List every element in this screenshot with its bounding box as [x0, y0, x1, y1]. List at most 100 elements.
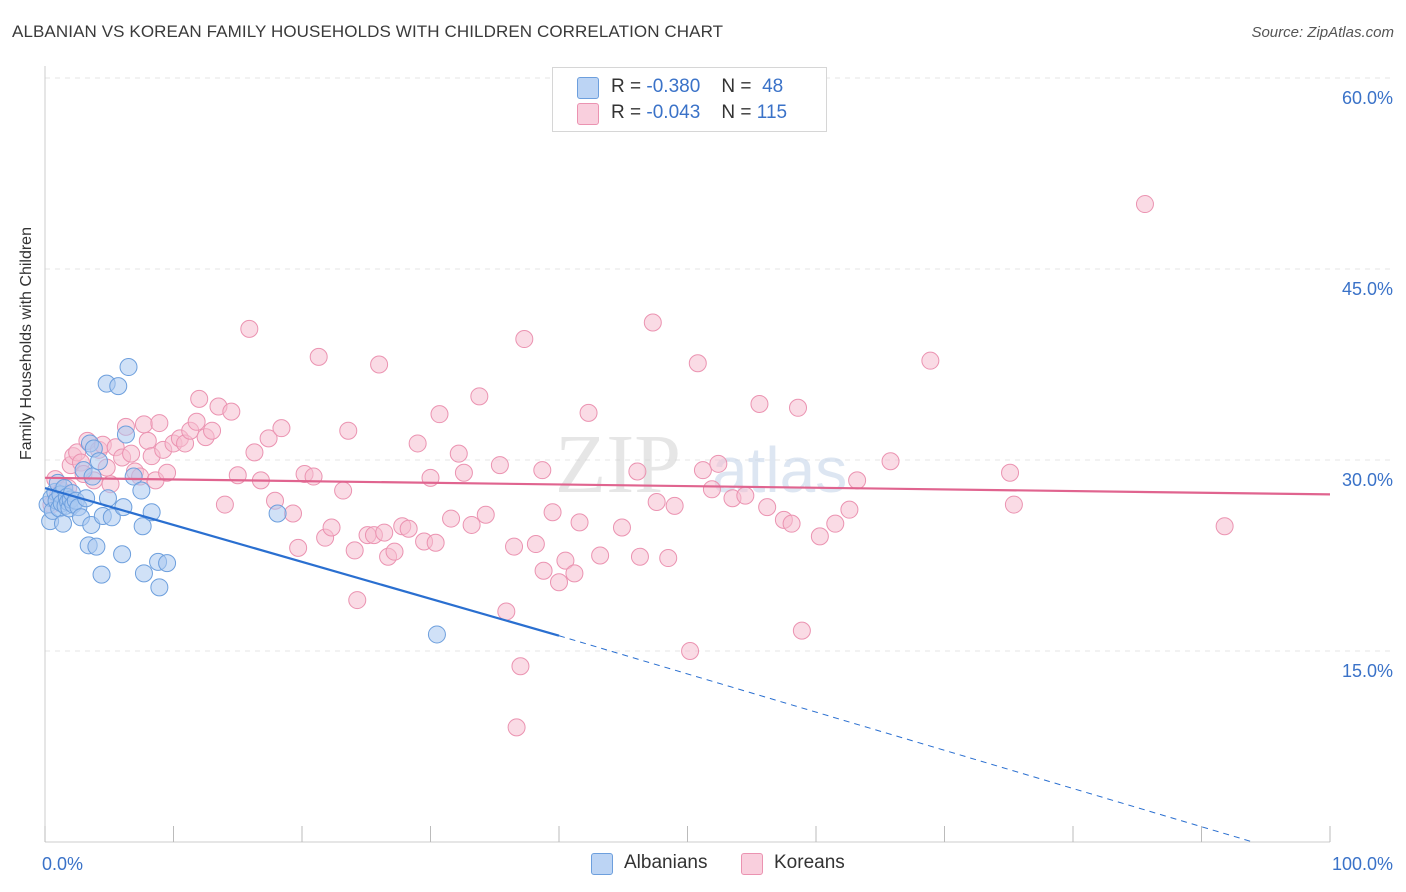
- korean-point: [612, 518, 631, 537]
- korean-point: [526, 535, 545, 554]
- korean-point: [284, 504, 303, 523]
- korean-point: [138, 431, 157, 450]
- korean-point: [810, 527, 829, 546]
- korean-point: [709, 454, 728, 473]
- korean-point: [840, 500, 859, 519]
- albanian-point: [427, 625, 446, 644]
- korean-point: [1001, 463, 1020, 482]
- axes: [44, 66, 1331, 843]
- korean-point: [203, 421, 222, 440]
- trend-lines: [44, 476, 1331, 843]
- korean-point: [339, 421, 358, 440]
- legend-r-label: R =: [611, 102, 642, 123]
- korean-point: [490, 456, 509, 475]
- korean-point: [322, 518, 341, 537]
- korean-point: [515, 330, 534, 349]
- korean-point: [150, 414, 169, 433]
- korean-point: [556, 551, 575, 570]
- korean-point: [304, 467, 323, 486]
- korean-point: [190, 389, 209, 408]
- korean-point: [399, 519, 418, 538]
- albanian-point: [53, 514, 72, 533]
- legend-n-label: N =: [721, 76, 752, 97]
- korean-point: [449, 444, 468, 463]
- korean-point: [476, 505, 495, 524]
- bottom-legend-label-albanians: Albanians: [624, 852, 708, 873]
- legend-swatch-albanians: [577, 77, 599, 99]
- y-tick-label: 60.0%: [1342, 88, 1393, 108]
- korean-point: [385, 542, 404, 561]
- korean-point: [348, 591, 367, 610]
- korean-point: [543, 503, 562, 522]
- albanian-point: [133, 517, 152, 536]
- correlation-legend: R = -0.380 N = 48 R = -0.043 N = 115: [552, 67, 827, 132]
- albanian-points: [38, 358, 446, 644]
- korean-point: [334, 481, 353, 500]
- albanian-point: [119, 358, 138, 377]
- albanian-trend-extension: [558, 635, 1254, 843]
- legend-n-value: 115: [756, 102, 788, 123]
- korean-point: [122, 444, 141, 463]
- korean-point: [848, 471, 867, 490]
- bottom-legend-label-koreans: Koreans: [774, 852, 845, 873]
- korean-point: [442, 509, 461, 528]
- korean-point: [309, 347, 328, 366]
- x-tick-label: 0.0%: [42, 854, 83, 874]
- albanian-point: [87, 537, 106, 556]
- korean-point: [215, 495, 234, 514]
- korean-point: [507, 718, 526, 737]
- korean-point: [750, 394, 769, 413]
- korean-point: [565, 564, 584, 583]
- korean-point: [881, 452, 900, 471]
- albanian-point: [92, 565, 111, 584]
- y-tick-label: 15.0%: [1342, 661, 1393, 681]
- legend-r-label: R =: [611, 76, 642, 97]
- korean-point: [533, 461, 552, 480]
- korean-point: [259, 429, 278, 448]
- korean-point: [693, 461, 712, 480]
- korean-point: [736, 486, 755, 505]
- korean-point: [511, 657, 530, 676]
- korean-points: [42, 195, 1234, 737]
- korean-point: [289, 538, 308, 557]
- korean-point: [702, 480, 721, 499]
- korean-point: [688, 354, 707, 373]
- korean-point: [782, 514, 801, 533]
- korean-point: [659, 549, 678, 568]
- korean-point: [470, 387, 489, 406]
- korean-point: [430, 405, 449, 424]
- korean-point: [497, 602, 516, 621]
- korean-point: [245, 443, 264, 462]
- albanian-point: [83, 467, 102, 486]
- korean-point: [158, 463, 177, 482]
- korean-point: [272, 419, 291, 438]
- bottom-legend-swatch-koreans: [741, 853, 763, 875]
- albanian-point: [89, 452, 108, 471]
- legend-r-value: -0.043: [646, 102, 701, 123]
- legend-n-value: 48: [762, 76, 784, 97]
- y-tick-label: 30.0%: [1342, 470, 1393, 490]
- korean-point: [628, 462, 647, 481]
- korean-point: [826, 514, 845, 533]
- source-label: Source: ZipAtlas.com: [1251, 24, 1394, 41]
- albanian-trend-line: [44, 486, 560, 637]
- albanian-point: [134, 564, 153, 583]
- korean-point: [454, 463, 473, 482]
- albanian-point: [268, 504, 287, 523]
- korean-point: [1135, 195, 1154, 214]
- korean-point: [1004, 495, 1023, 514]
- korean-point: [665, 496, 684, 515]
- korean-point: [462, 515, 481, 534]
- korean-point: [570, 513, 589, 532]
- korean-point: [681, 642, 700, 660]
- albanian-point: [132, 481, 151, 500]
- y-tick-label: 45.0%: [1342, 279, 1393, 299]
- korean-point: [345, 541, 364, 560]
- korean-point: [240, 319, 259, 338]
- albanian-point: [102, 508, 121, 527]
- legend-n-label: N =: [721, 102, 752, 123]
- korean-point: [630, 547, 649, 566]
- korean-point: [370, 355, 389, 374]
- korean-point: [792, 621, 811, 640]
- korean-point: [591, 546, 610, 565]
